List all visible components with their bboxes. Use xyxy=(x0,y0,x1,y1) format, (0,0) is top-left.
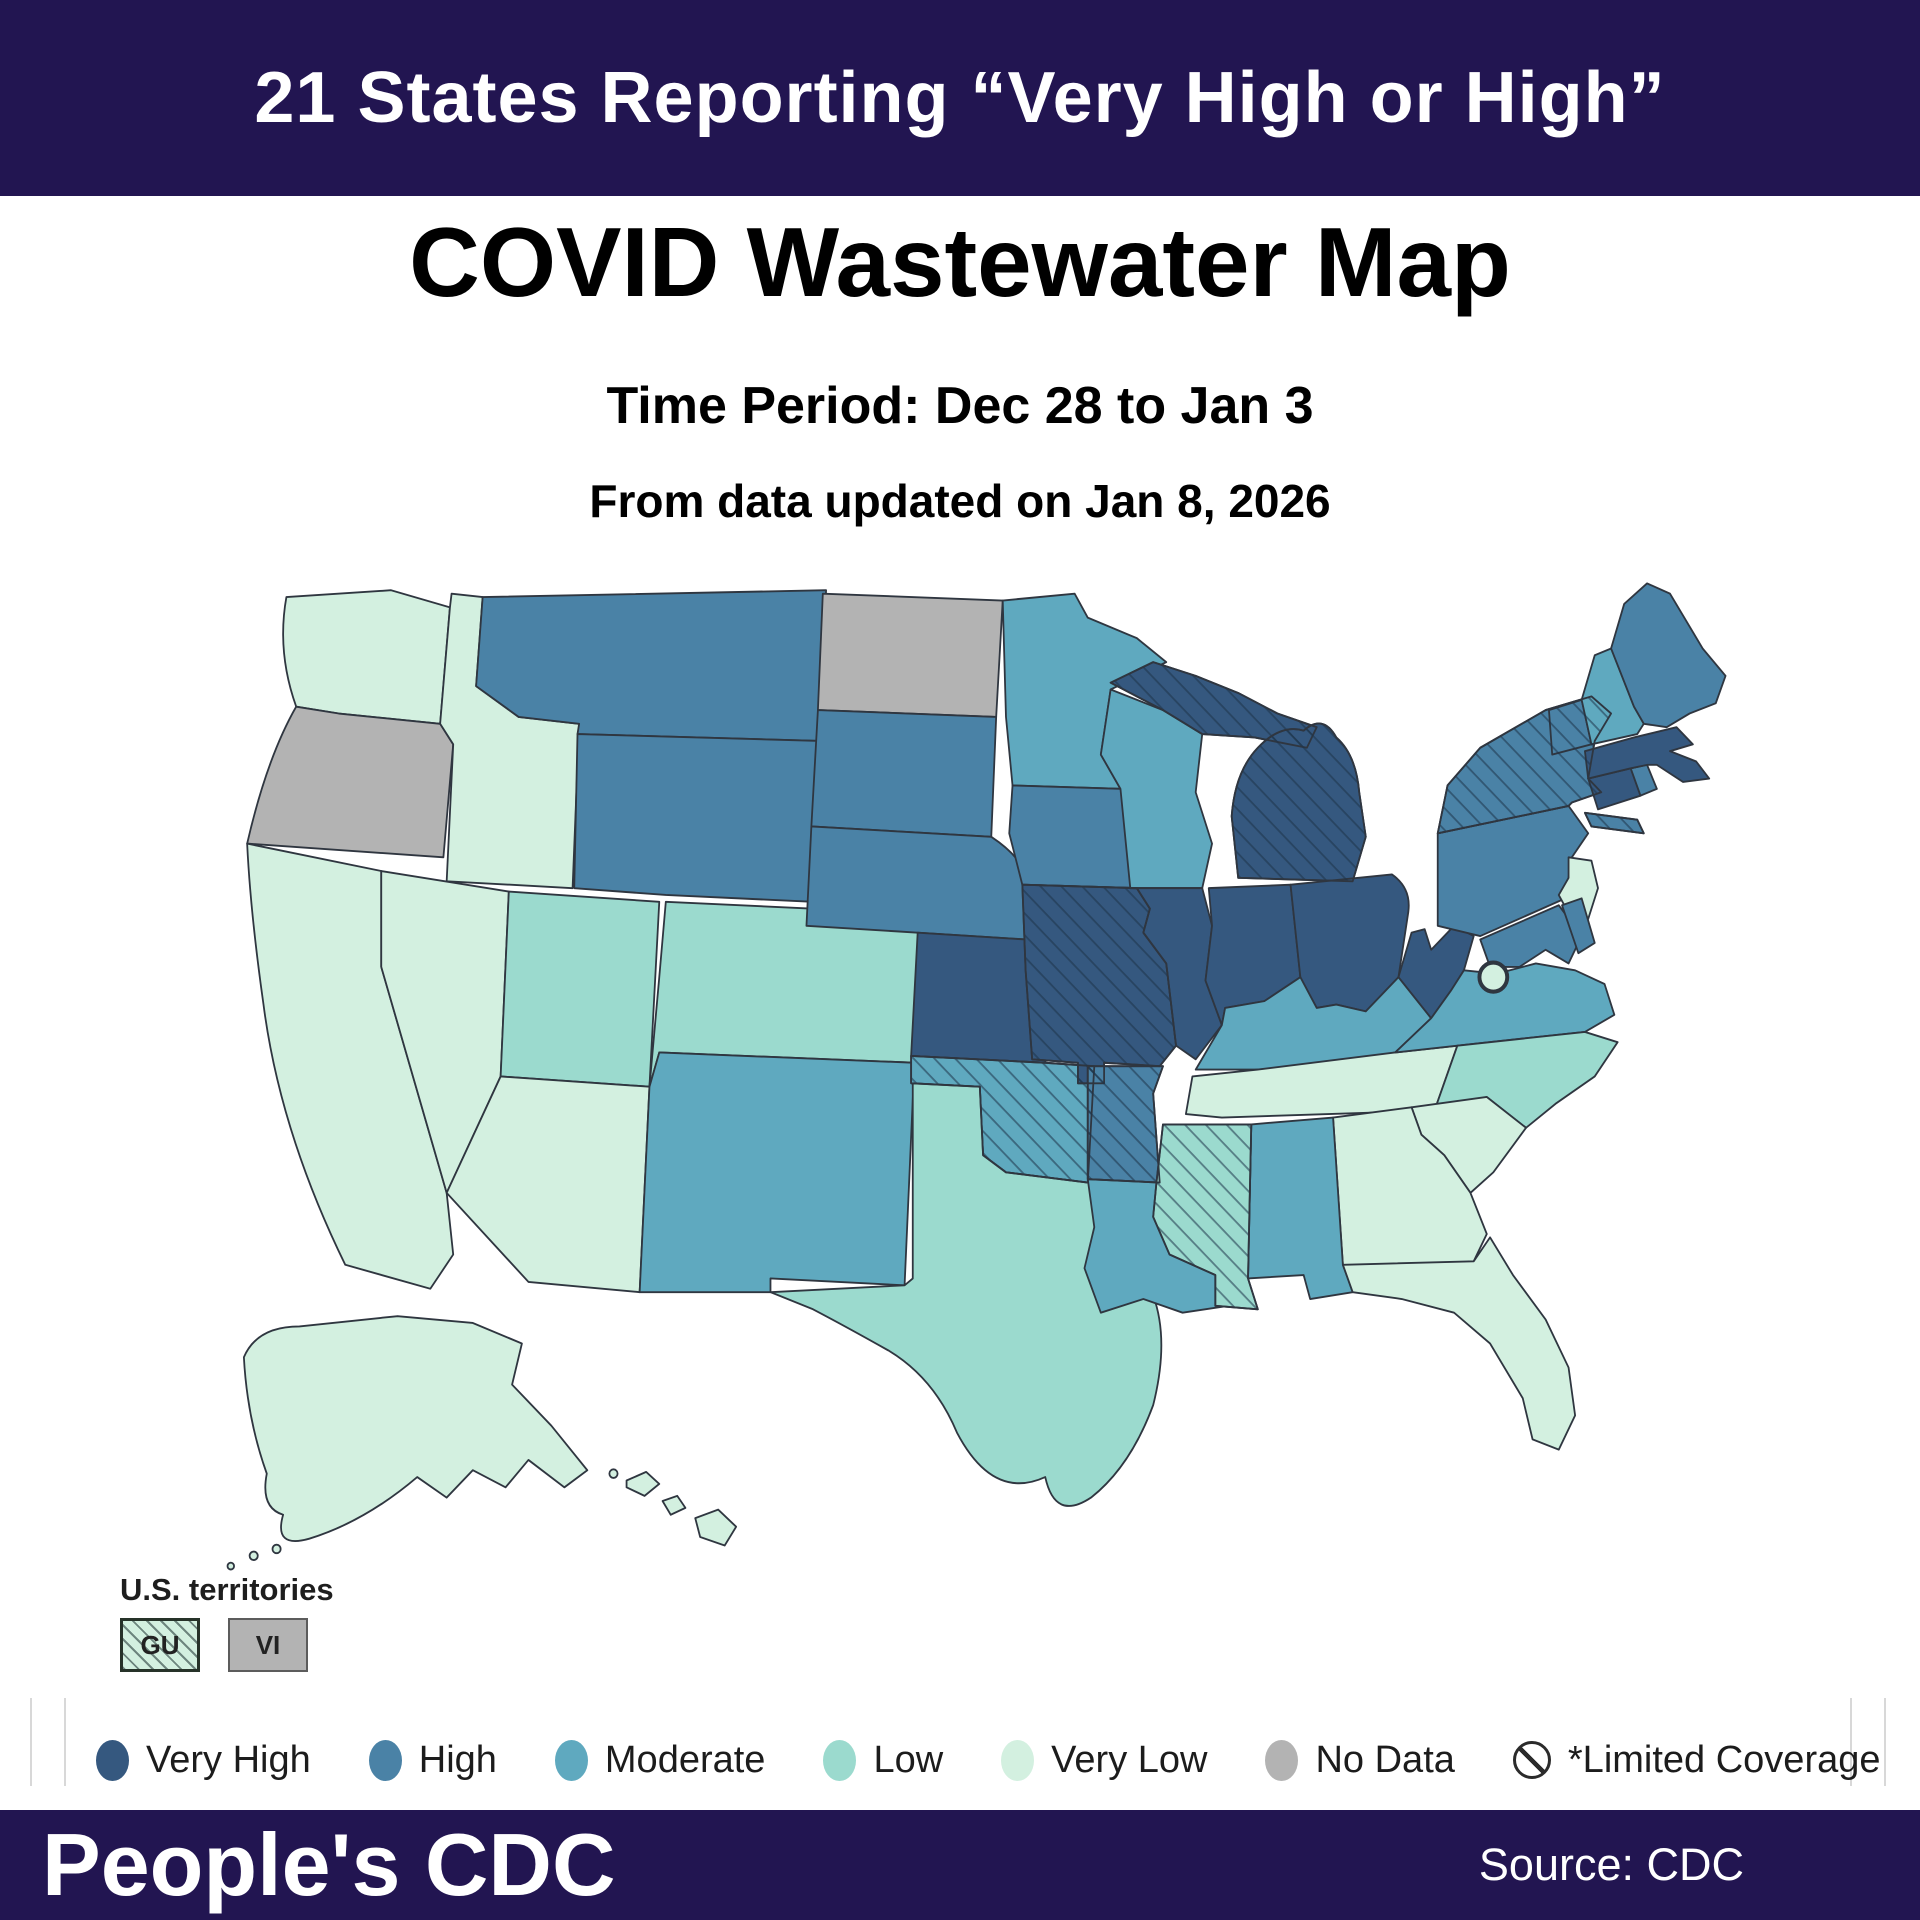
state-maine xyxy=(1610,582,1727,729)
territory-box-guam: GU xyxy=(120,1618,200,1672)
covid-wastewater-map xyxy=(185,556,1755,1626)
state-oklahoma-hatch xyxy=(910,1054,1096,1184)
legend-swatch-moderate xyxy=(554,1739,588,1781)
source-credit: Source: CDC xyxy=(1478,1839,1744,1890)
state-arizona xyxy=(445,1075,651,1294)
state-massachusetts xyxy=(1584,726,1711,783)
legend-edge-line-right-2 xyxy=(1884,1698,1886,1786)
territory-code-vi: VI xyxy=(255,1629,281,1660)
state-california xyxy=(246,842,455,1290)
state-texas xyxy=(769,1082,1163,1507)
state-arkansas-hatch xyxy=(1086,1065,1164,1184)
legend-label-no-data: No Data xyxy=(1315,1738,1455,1781)
state-north-dakota xyxy=(817,592,1004,718)
top-banner: 21 States Reporting “Very High or High” xyxy=(0,0,1920,196)
peoples-cdc-logo: People's CDC xyxy=(42,1815,616,1914)
territory-box-virgin-islands: VI xyxy=(228,1618,308,1672)
legend-label-limited-coverage: *Limited Coverage xyxy=(1567,1738,1881,1781)
legend-item-low: Low xyxy=(823,1739,943,1782)
legend-swatch-no-data xyxy=(1265,1739,1299,1781)
legend-item-limited-coverage: *Limited Coverage xyxy=(1512,1738,1881,1782)
legend-label-very-low: Very Low xyxy=(1051,1738,1208,1781)
alaska-island-3 xyxy=(271,1543,282,1555)
legend-label-very-high: Very High xyxy=(146,1738,311,1781)
legend-swatch-very-high xyxy=(96,1739,129,1781)
legend-item-very-low: Very Low xyxy=(1001,1739,1207,1782)
legend-swatch-low xyxy=(823,1739,857,1781)
state-mississippi-hatch xyxy=(1152,1123,1259,1311)
legend-swatch-limited-coverage-icon xyxy=(1512,1741,1551,1779)
alaska-island-1 xyxy=(248,1550,259,1562)
state-montana xyxy=(475,589,827,742)
territories-label: U.S. territories xyxy=(120,1572,334,1607)
state-michigan-lower-hatch xyxy=(1230,722,1367,883)
banner-headline: 21 States Reporting “Very High or High” xyxy=(254,58,1666,138)
legend-item-no-data: No Data xyxy=(1265,1738,1455,1782)
state-missouri-hatch xyxy=(1021,883,1177,1085)
state-alabama xyxy=(1247,1116,1354,1300)
legend-edge-line-left-1 xyxy=(30,1698,32,1786)
state-delaware xyxy=(1561,897,1596,955)
page-title: COVID Wastewater Map xyxy=(409,207,1511,317)
subtitle-time-period: Time Period: Dec 28 to Jan 3 xyxy=(606,377,1314,435)
territories-row: GU VI xyxy=(120,1618,308,1672)
state-new-mexico xyxy=(638,1051,916,1294)
state-nebraska xyxy=(805,825,1030,941)
state-florida xyxy=(1341,1236,1577,1451)
legend-edge-line-left-2 xyxy=(64,1698,66,1786)
legend-swatch-very-low xyxy=(1001,1739,1035,1781)
legend-swatch-high xyxy=(368,1739,402,1781)
legend-label-high: High xyxy=(418,1738,497,1781)
state-hawaii-2 xyxy=(661,1494,687,1516)
state-oregon xyxy=(246,705,455,859)
state-alaska xyxy=(242,1315,589,1542)
state-hawaii-3 xyxy=(694,1508,738,1547)
legend-item-very-high: Very High xyxy=(96,1739,311,1782)
subtitle-data-updated: From data updated on Jan 8, 2026 xyxy=(589,475,1331,527)
states-group xyxy=(226,582,1727,1571)
state-wyoming xyxy=(573,733,821,903)
legend-item-high: High xyxy=(368,1738,497,1782)
state-district-of-columbia xyxy=(1477,960,1510,994)
us-choropleth-svg xyxy=(226,582,1727,1571)
state-washington xyxy=(282,589,451,725)
state-virginia xyxy=(1394,962,1616,1054)
territory-code-gu: GU xyxy=(140,1629,180,1660)
state-new-york-long-island-hatch xyxy=(1584,811,1645,835)
legend-item-moderate: Moderate xyxy=(554,1738,766,1782)
map-legend: Very High High Moderate Low Very Low No … xyxy=(96,1728,1881,1792)
state-utah xyxy=(499,890,661,1088)
legend-edge-line-right-1 xyxy=(1850,1698,1852,1786)
legend-label-moderate: Moderate xyxy=(604,1738,766,1781)
alaska-island-2 xyxy=(226,1561,235,1571)
state-new-york-hatch xyxy=(1436,695,1612,835)
state-hawaii-4 xyxy=(608,1468,619,1479)
legend-label-low: Low xyxy=(873,1738,944,1781)
state-hawaii-1 xyxy=(625,1470,661,1497)
bottom-banner: People's CDC Source: CDC xyxy=(0,1810,1920,1920)
state-south-dakota xyxy=(810,709,998,838)
